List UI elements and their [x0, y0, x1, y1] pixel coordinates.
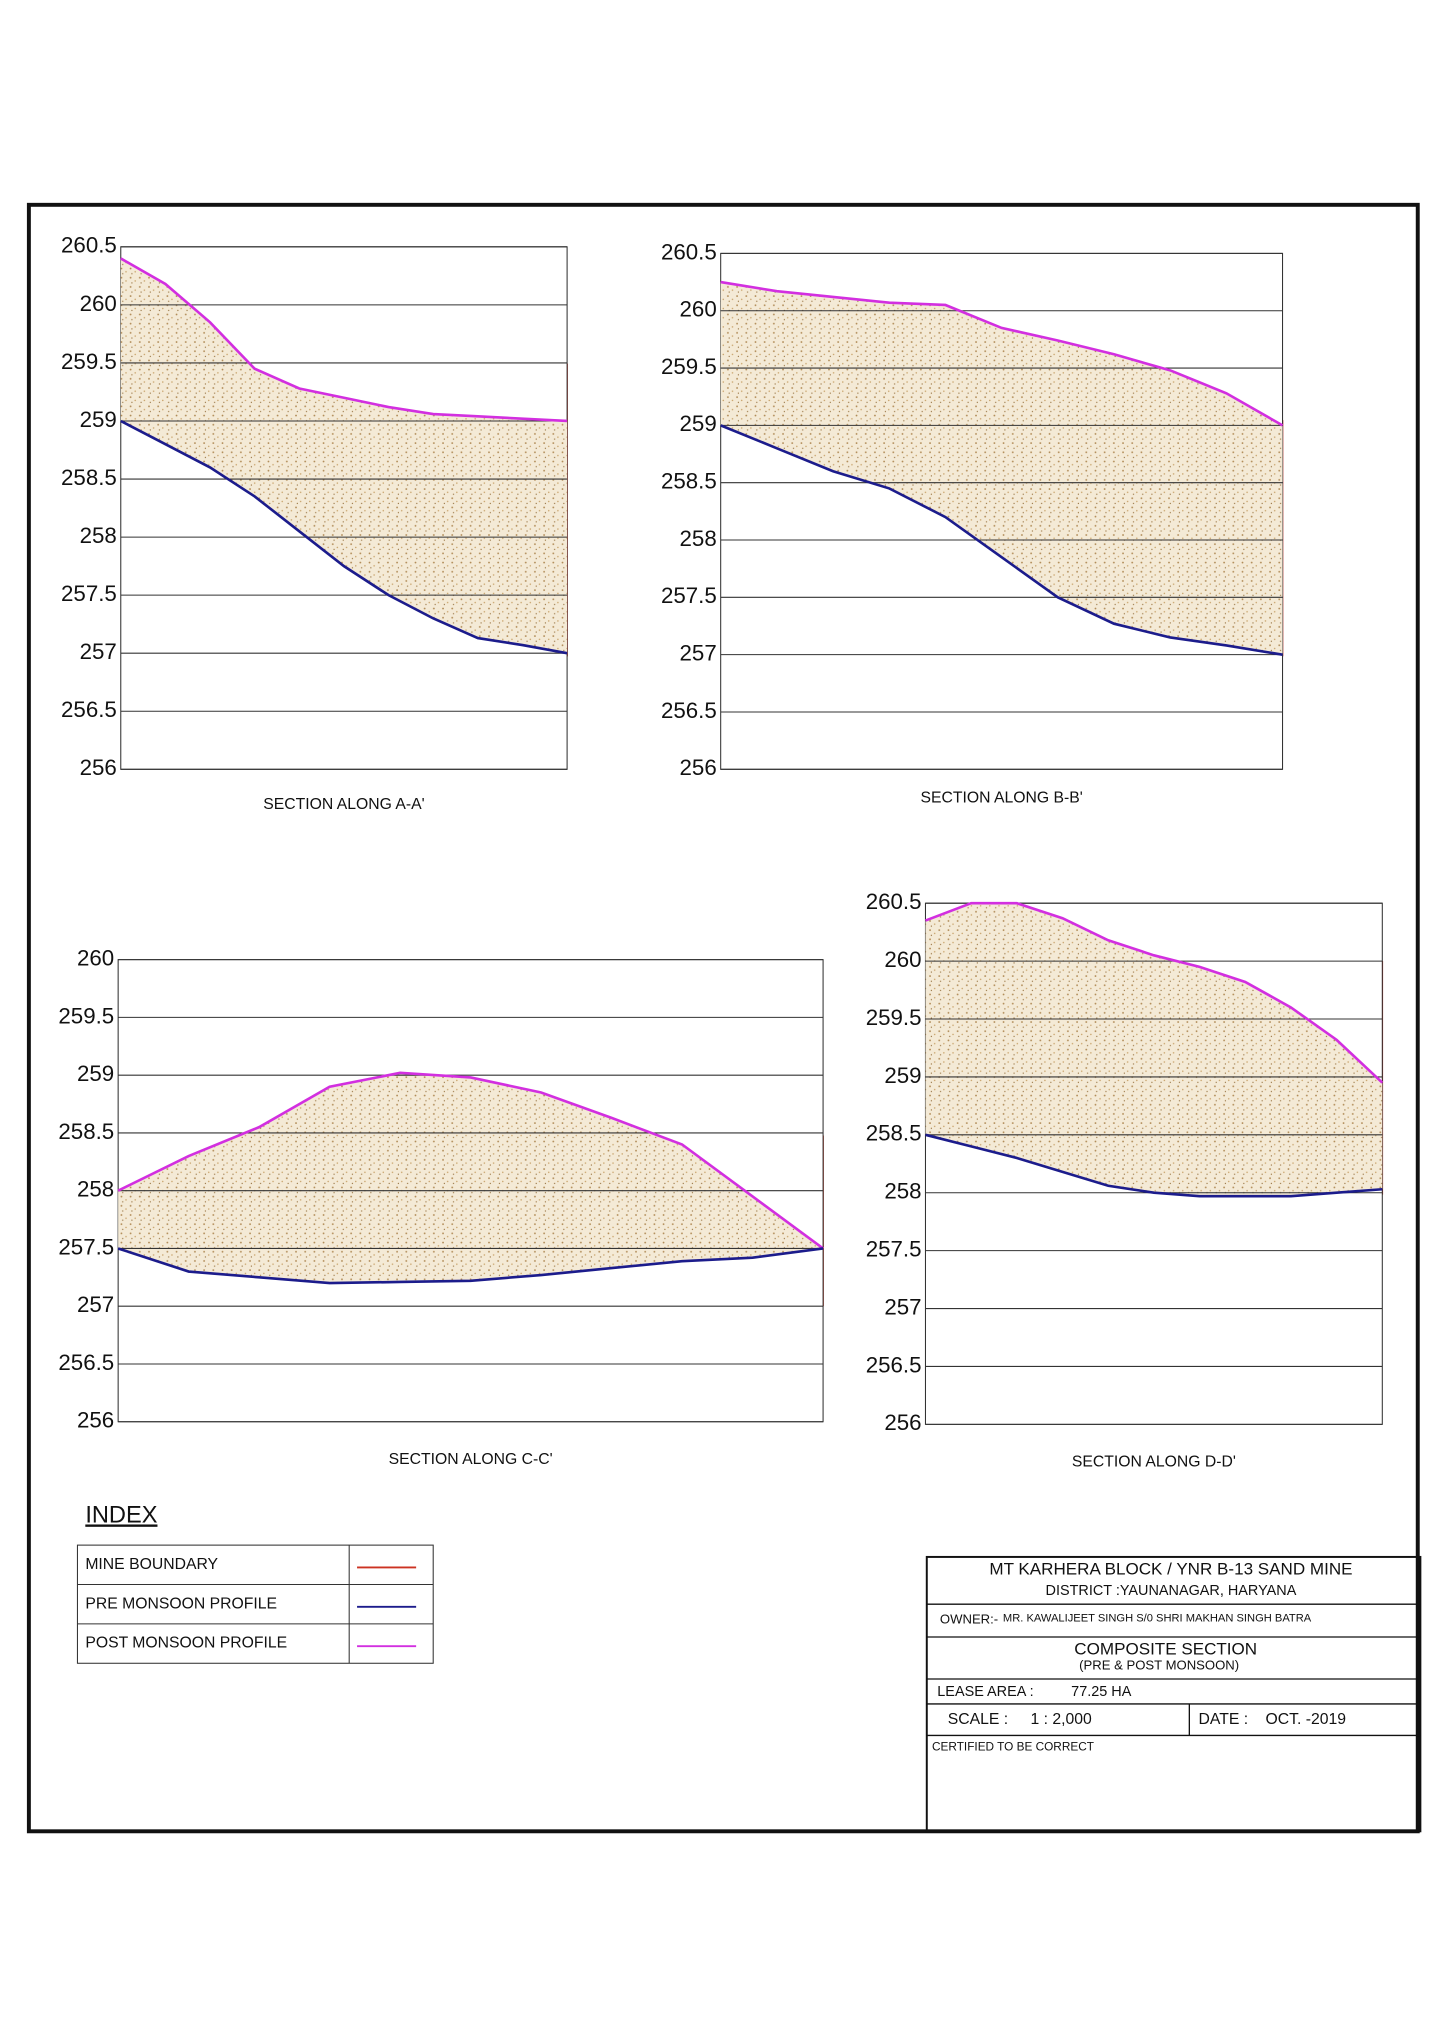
scale: 1 : 2,000: [1030, 1711, 1092, 1728]
y-tick-label: 256: [680, 755, 717, 780]
section-caption: SECTION ALONG A-A': [263, 796, 424, 813]
district: DISTRICT :YAUNANAGAR, HARYANA: [1046, 1583, 1297, 1599]
section-caption: SECTION ALONG D-D': [1072, 1454, 1236, 1471]
section-caption: SECTION ALONG B-B': [920, 789, 1082, 806]
mine-name: MT KARHERA BLOCK / YNR B-13 SAND MINE: [989, 1560, 1352, 1579]
fill-band: [120, 258, 568, 654]
profile-line: [925, 901, 1384, 1084]
legend-label: MINE BOUNDARY: [85, 1556, 218, 1573]
y-tick-label: 260.5: [61, 233, 117, 258]
y-tick-label: 260: [884, 947, 921, 972]
section-chart: 256 256.5 257 257.5 258 258.5 259 259.5 260 SECTI…: [58, 946, 824, 1468]
y-tick-label: 257: [884, 1294, 921, 1319]
owner: MR. KAWALIJEET SINGH S/0 SHRI MAKHAN SIN…: [1003, 1613, 1312, 1625]
y-tick-label: 257.5: [61, 581, 117, 606]
y-tick-label: 259.5: [61, 349, 117, 374]
y-tick-label: 260.5: [661, 239, 717, 264]
scale-label: SCALE :: [948, 1711, 1008, 1728]
y-tick-label: 258.5: [61, 465, 117, 490]
y-tick-label: 257: [77, 1292, 114, 1317]
y-tick-label: 259.5: [866, 1005, 922, 1030]
y-tick-label: 260.5: [866, 889, 922, 914]
section-caption: SECTION ALONG C-C': [389, 1451, 553, 1468]
legend-label: PRE MONSOON PROFILE: [85, 1595, 277, 1612]
y-tick-label: 259: [80, 407, 117, 432]
fill-band: [925, 903, 1383, 1197]
y-tick-label: 256: [884, 1410, 921, 1435]
owner-label: OWNER:-: [940, 1611, 998, 1626]
y-tick-label: 260: [680, 297, 717, 322]
y-tick-label: 257.5: [866, 1237, 922, 1262]
fill-band: [118, 1072, 824, 1284]
y-tick-label: 257: [680, 641, 717, 666]
legend-label: POST MONSOON PROFILE: [85, 1635, 287, 1652]
lease-area-label: LEASE AREA :: [937, 1684, 1033, 1700]
y-tick-label: 256.5: [61, 697, 117, 722]
y-tick-label: 259.5: [58, 1003, 114, 1028]
section-chart: 256 256.5 257 257.5 258 258.5 259 259.5 260 260.5…: [661, 239, 1284, 806]
y-tick-label: 259.5: [661, 354, 717, 379]
y-tick-label: 256.5: [661, 698, 717, 723]
profile-line: [120, 419, 568, 655]
section-subtitle: (PRE & POST MONSOON): [1079, 1657, 1239, 1672]
y-tick-label: 258.5: [58, 1119, 114, 1144]
y-tick-label: 258: [680, 526, 717, 551]
index-title: INDEX: [85, 1502, 157, 1528]
lease-area: 77.25 HA: [1071, 1684, 1132, 1700]
certified: CERTIFIED TO BE CORRECT: [932, 1739, 1094, 1753]
profile-line: [117, 1247, 824, 1285]
title-block: MT KARHERA BLOCK / YNR B-13 SAND MINE DI…: [925, 1555, 1422, 1833]
profile-line: [120, 257, 568, 423]
y-tick-label: 256.5: [866, 1352, 922, 1377]
y-tick-label: 259: [77, 1061, 114, 1086]
fill-band: [720, 282, 1283, 655]
y-tick-label: 259: [884, 1063, 921, 1088]
date: OCT. -2019: [1265, 1711, 1346, 1728]
y-tick-label: 256: [77, 1408, 114, 1433]
section-title: COMPOSITE SECTION: [1074, 1640, 1257, 1659]
date-label: DATE :: [1199, 1711, 1249, 1728]
title-block-frame: [925, 1555, 1422, 1833]
y-tick-label: 257.5: [661, 583, 717, 608]
y-tick-label: 258: [80, 523, 117, 548]
y-tick-label: 256.5: [58, 1350, 114, 1375]
y-tick-label: 257: [80, 639, 117, 664]
y-tick-label: 258: [77, 1177, 114, 1202]
y-tick-label: 258.5: [661, 469, 717, 494]
index-table: [76, 1544, 434, 1664]
y-tick-label: 257.5: [58, 1234, 114, 1259]
profile-line: [720, 424, 1283, 656]
y-tick-label: 260: [80, 291, 117, 316]
sheet-border: [26, 202, 1420, 1834]
y-tick-label: 260: [77, 946, 114, 971]
section-chart: 256 256.5 257 257.5 258 258.5 259 259.5 260 260.5…: [61, 233, 568, 813]
section-chart: 256 256.5 257 257.5 258 258.5 259 259.5 260 260.5…: [866, 889, 1384, 1471]
y-tick-label: 259: [680, 411, 717, 436]
profile-line: [925, 1133, 1383, 1198]
profile-line: [720, 280, 1284, 427]
y-tick-label: 256: [80, 755, 117, 780]
y-tick-label: 258.5: [866, 1121, 922, 1146]
profile-line: [117, 1071, 824, 1250]
y-tick-label: 258: [884, 1179, 921, 1204]
